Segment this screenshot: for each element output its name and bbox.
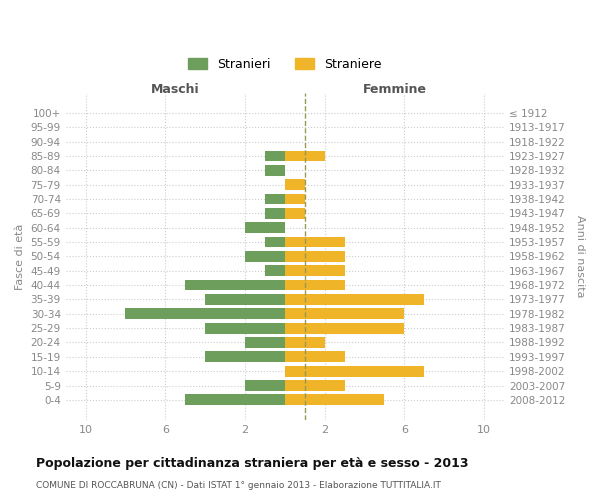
Bar	[245, 337, 285, 348]
Bar	[205, 323, 285, 334]
Bar	[285, 308, 404, 319]
Text: COMUNE DI ROCCABRUNA (CN) - Dati ISTAT 1° gennaio 2013 - Elaborazione TUTTITALIA: COMUNE DI ROCCABRUNA (CN) - Dati ISTAT 1…	[36, 480, 441, 490]
Bar	[285, 208, 305, 218]
Bar	[265, 194, 285, 204]
Bar	[205, 352, 285, 362]
Bar	[285, 366, 424, 376]
Bar	[265, 266, 285, 276]
Bar	[285, 294, 424, 305]
Bar	[285, 180, 305, 190]
Bar	[285, 394, 385, 406]
Legend: Stranieri, Straniere: Stranieri, Straniere	[183, 53, 386, 76]
Bar	[125, 308, 285, 319]
Bar	[265, 150, 285, 162]
Bar	[285, 251, 344, 262]
Bar	[245, 251, 285, 262]
Bar	[265, 236, 285, 248]
Bar	[245, 222, 285, 233]
Y-axis label: Anni di nascita: Anni di nascita	[575, 215, 585, 298]
Bar	[185, 394, 285, 406]
Bar	[285, 194, 305, 204]
Bar	[205, 294, 285, 305]
Bar	[285, 150, 325, 162]
Bar	[285, 380, 344, 391]
Text: Maschi: Maschi	[151, 82, 200, 96]
Bar	[265, 208, 285, 218]
Bar	[185, 280, 285, 290]
Text: Femmine: Femmine	[362, 82, 427, 96]
Bar	[265, 165, 285, 175]
Bar	[285, 280, 344, 290]
Y-axis label: Fasce di età: Fasce di età	[15, 223, 25, 290]
Bar	[285, 266, 344, 276]
Bar	[285, 236, 344, 248]
Bar	[285, 352, 344, 362]
Bar	[285, 337, 325, 348]
Text: Popolazione per cittadinanza straniera per età e sesso - 2013: Popolazione per cittadinanza straniera p…	[36, 458, 469, 470]
Bar	[285, 323, 404, 334]
Bar	[245, 380, 285, 391]
